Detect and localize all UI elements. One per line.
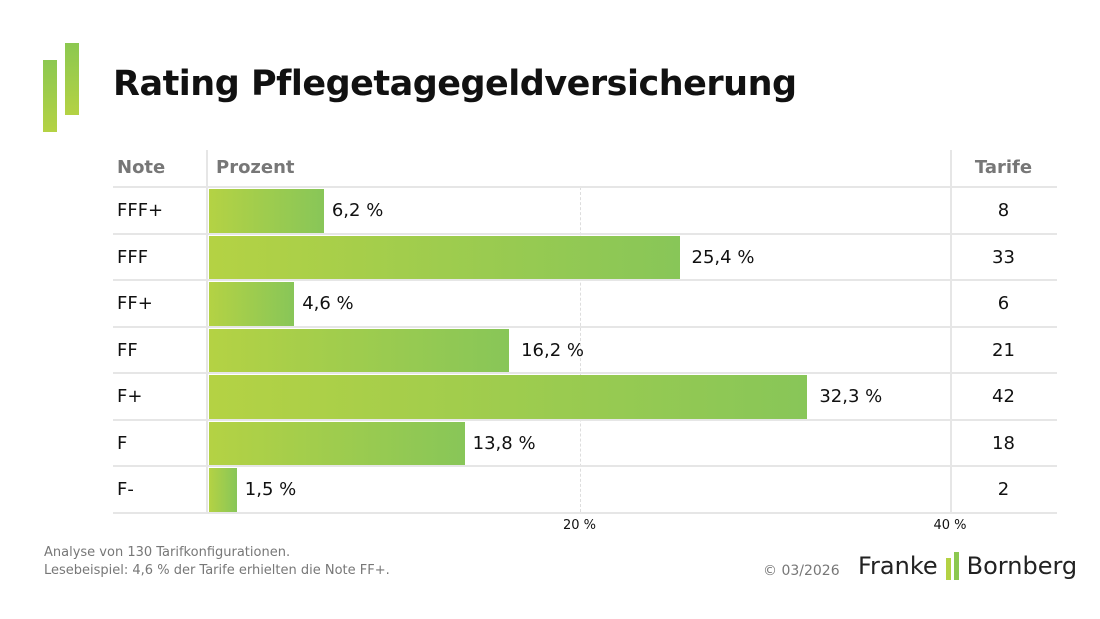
divider (113, 325, 1057, 328)
bar (209, 282, 295, 326)
value-label: 16,2 % (521, 339, 584, 361)
footer-note: Analyse von 130 Tarifkonfigurationen. (44, 545, 291, 560)
bar (209, 328, 510, 372)
logo-bar-right (65, 43, 79, 115)
divider (206, 150, 208, 512)
bar (209, 421, 465, 465)
value-label: 6,2 % (331, 200, 384, 221)
gridline (579, 187, 581, 512)
divider (113, 186, 1057, 188)
copyright: © 03/2026 (763, 563, 840, 579)
bar (209, 375, 808, 419)
header-percent: Prozent (216, 157, 295, 178)
tariff-count: 33 (992, 246, 1015, 268)
tariff-count: 42 (992, 386, 1015, 407)
category-label: F (117, 432, 128, 454)
header-note: Note (117, 157, 166, 178)
value-label: 4,6 % (302, 293, 354, 314)
value-label: 32,3 % (819, 386, 883, 407)
divider (113, 465, 1057, 467)
brand-mark-icon (945, 552, 959, 580)
tick-label: 20 % (562, 518, 597, 533)
divider (113, 418, 1057, 421)
header-tariffs: Tarife (974, 157, 1033, 178)
brand-logo: Franke Bornberg (858, 552, 1077, 580)
tariff-count: 21 (992, 339, 1015, 361)
page-title: Rating Pflegetagegeldversicherung (113, 64, 797, 104)
divider (113, 511, 1057, 514)
tariff-count: 18 (992, 432, 1015, 454)
brand-left: Franke (858, 552, 938, 580)
category-label: FFF+ (117, 200, 164, 221)
category-label: FF+ (117, 293, 153, 314)
divider (113, 279, 1057, 281)
category-label: FFF (117, 246, 149, 268)
tick-label: 40 % (933, 518, 967, 533)
category-label: F+ (117, 386, 143, 407)
category-label: F- (117, 479, 134, 500)
tariff-count: 8 (997, 200, 1010, 221)
value-label: 25,4 % (691, 246, 755, 268)
bar (209, 468, 237, 512)
category-label: FF (117, 339, 138, 361)
divider (113, 372, 1057, 374)
divider (950, 150, 952, 512)
bar (209, 189, 324, 233)
tariff-count: 6 (997, 293, 1010, 314)
brand-right: Bornberg (966, 552, 1078, 580)
divider (113, 232, 1057, 235)
footer-example: Lesebeispiel: 4,6 % der Tarife erhielten… (44, 563, 390, 578)
value-label: 13,8 % (472, 432, 536, 454)
bar (209, 235, 680, 279)
logo-bar-left (43, 60, 57, 132)
tariff-count: 2 (997, 479, 1010, 500)
value-label: 1,5 % (244, 479, 297, 500)
